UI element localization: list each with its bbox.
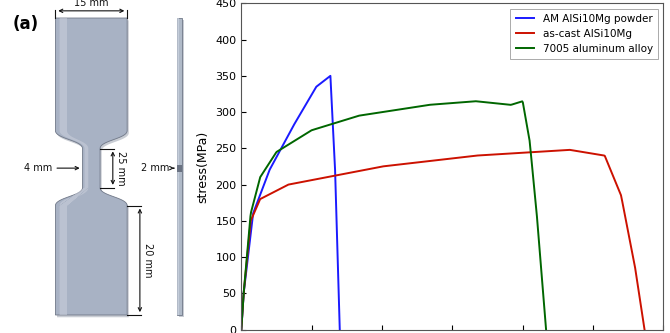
AM AlSi10Mg powder — [299, 107, 308, 111]
AM AlSi10Mg powder — [269, 161, 277, 165]
Text: (a): (a) — [13, 15, 39, 33]
AM AlSi10Mg powder — [237, 328, 245, 332]
Bar — [177, 18, 182, 315]
Bar — [177, 165, 182, 172]
as-cast AlSi10Mg — [309, 178, 317, 182]
Text: 2 mm: 2 mm — [141, 163, 170, 173]
AM AlSi10Mg powder — [276, 148, 284, 152]
as-cast AlSi10Mg — [237, 328, 245, 332]
Bar — [178, 18, 179, 315]
Text: 15 mm: 15 mm — [74, 0, 109, 8]
Line: as-cast AlSi10Mg: as-cast AlSi10Mg — [241, 150, 645, 330]
7005 aluminum alloy — [542, 328, 550, 332]
Polygon shape — [56, 18, 127, 315]
7005 aluminum alloy — [382, 110, 390, 114]
as-cast AlSi10Mg — [541, 149, 549, 153]
as-cast AlSi10Mg — [507, 152, 515, 156]
as-cast AlSi10Mg — [341, 171, 349, 175]
as-cast AlSi10Mg — [475, 154, 483, 158]
AM AlSi10Mg powder — [249, 211, 257, 215]
7005 aluminum alloy — [535, 244, 543, 248]
as-cast AlSi10Mg — [419, 160, 427, 164]
AM AlSi10Mg powder — [336, 328, 344, 332]
AM AlSi10Mg powder — [326, 74, 334, 78]
Line: 7005 aluminum alloy: 7005 aluminum alloy — [241, 101, 546, 330]
Polygon shape — [57, 20, 129, 317]
7005 aluminum alloy — [472, 99, 480, 103]
as-cast AlSi10Mg — [641, 328, 649, 332]
AM AlSi10Mg powder — [308, 92, 316, 96]
Legend: AM AlSi10Mg powder, as-cast AlSi10Mg, 7005 aluminum alloy: AM AlSi10Mg powder, as-cast AlSi10Mg, 70… — [511, 9, 658, 59]
Bar — [178, 20, 184, 317]
Text: 20 mm: 20 mm — [143, 243, 153, 278]
Text: 4 mm: 4 mm — [24, 163, 53, 173]
as-cast AlSi10Mg — [565, 148, 573, 152]
7005 aluminum alloy — [488, 101, 496, 105]
Text: 25 mm: 25 mm — [116, 151, 125, 185]
Line: AM AlSi10Mg powder: AM AlSi10Mg powder — [241, 76, 340, 330]
Polygon shape — [60, 18, 88, 315]
Y-axis label: stress(MPa): stress(MPa) — [197, 131, 210, 202]
AM AlSi10Mg powder — [309, 91, 317, 95]
7005 aluminum alloy — [402, 106, 410, 110]
7005 aluminum alloy — [237, 328, 245, 332]
7005 aluminum alloy — [384, 109, 392, 113]
7005 aluminum alloy — [419, 104, 427, 108]
